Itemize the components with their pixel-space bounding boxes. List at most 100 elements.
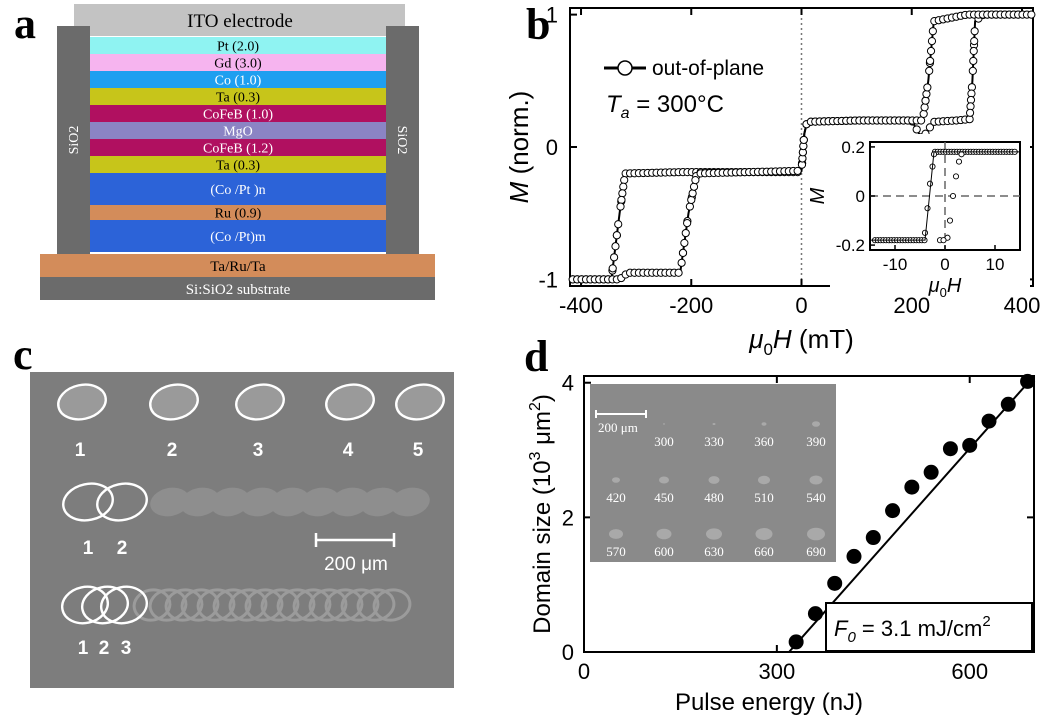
x-axis-label: Pulse energy (nJ) xyxy=(675,689,863,716)
data-point xyxy=(926,67,933,74)
data-point xyxy=(613,232,620,239)
inset-point xyxy=(941,238,946,243)
data-point xyxy=(686,203,693,210)
data-point xyxy=(620,183,627,190)
layer-label-3: Ta (0.3) xyxy=(216,91,260,106)
inset-energy-label-7: 510 xyxy=(754,490,774,505)
row1-label-3: 4 xyxy=(343,440,354,461)
layer-label-8: (Co /Pt )n xyxy=(210,183,265,198)
inset-energy-label-1: 330 xyxy=(704,434,724,449)
inset-point xyxy=(953,174,958,179)
image-background xyxy=(30,372,454,688)
layer-label-1: Gd (3.0) xyxy=(214,57,262,72)
layer-label-5: MgO xyxy=(223,125,253,140)
row2-label-1: 2 xyxy=(117,538,128,559)
inset-energy-label-4: 420 xyxy=(606,490,626,505)
inset-point xyxy=(925,206,930,211)
sio2-right-label: SiO2 xyxy=(394,126,409,155)
data-point xyxy=(962,438,977,453)
inset-x-tick-label: -10 xyxy=(883,255,908,274)
y-tick-label: 4 xyxy=(562,371,574,396)
inset-energy-label-3: 390 xyxy=(806,434,826,449)
data-point xyxy=(970,47,977,54)
data-point xyxy=(675,269,682,276)
x-tick-label: 200 xyxy=(893,293,930,318)
inset-domain xyxy=(663,423,665,424)
inset-x-tick-label: 0 xyxy=(940,255,949,274)
data-point xyxy=(689,190,696,197)
data-point xyxy=(923,90,930,97)
data-point xyxy=(927,57,934,64)
data-point xyxy=(609,265,616,272)
inset-energy-label-13: 690 xyxy=(806,544,826,559)
data-point xyxy=(929,28,936,35)
inset-domain xyxy=(659,477,669,484)
inset-energy-label-0: 300 xyxy=(654,434,674,449)
data-point xyxy=(800,136,807,143)
inset-x-tick-label: 10 xyxy=(986,255,1005,274)
data-point xyxy=(610,254,617,261)
row1-label-2: 3 xyxy=(253,440,264,461)
inset-domain xyxy=(810,475,823,484)
data-point xyxy=(692,176,699,183)
data-point xyxy=(922,97,929,104)
data-point xyxy=(969,67,976,74)
row1-label-0: 1 xyxy=(75,440,86,461)
inset-domain xyxy=(706,528,722,539)
inset-domain xyxy=(709,476,720,484)
data-point xyxy=(619,190,626,197)
data-point xyxy=(866,530,881,545)
panel-label-c: c xyxy=(13,333,33,377)
data-point xyxy=(684,220,691,227)
domain-image: 1 2 3 4 51 2200 μm1 2 3 xyxy=(30,372,454,688)
inset-point xyxy=(947,218,952,223)
x-tick-label: 400 xyxy=(1004,293,1041,318)
row3-label-0: 1 xyxy=(78,638,89,659)
sio2-left-label: SiO2 xyxy=(67,126,82,155)
data-point xyxy=(970,57,977,64)
layer-stack-diagram: ITO electrode SiO2 SiO2 Pt (2.0) Gd (3.0) Co … xyxy=(0,0,450,310)
inset-energy-label-8: 540 xyxy=(806,490,826,505)
x-tick-label: 300 xyxy=(758,659,795,684)
inset-domain xyxy=(756,528,773,540)
data-point xyxy=(885,503,900,518)
ito-label: ITO electrode xyxy=(187,11,293,32)
inset-energy-label-12: 660 xyxy=(754,544,774,559)
data-point xyxy=(924,84,931,91)
buffer-label: Ta/Ru/Ta xyxy=(210,259,266,275)
x-tick-label: -200 xyxy=(669,293,713,318)
legend-label: out-of-plane xyxy=(652,57,764,80)
layer-label-7: Ta (0.3) xyxy=(216,159,260,174)
data-point xyxy=(971,28,978,35)
data-point xyxy=(789,634,804,649)
inset-point xyxy=(927,181,932,186)
inset-domain xyxy=(657,529,672,540)
layer-label-6: CoFeB (1.2) xyxy=(203,142,273,157)
data-point xyxy=(913,126,920,133)
inset-domain xyxy=(612,477,620,483)
y-axis-label: M (norm.) xyxy=(504,91,534,204)
data-point xyxy=(971,37,978,44)
annealing-annotation: Ta = 300°C xyxy=(606,91,724,122)
inset-domain xyxy=(807,528,825,541)
x-tick-label: 600 xyxy=(951,659,988,684)
data-point xyxy=(827,576,842,591)
y-tick-label: 1 xyxy=(546,3,558,28)
inset-energy-label-2: 360 xyxy=(754,434,774,449)
data-point xyxy=(904,480,919,495)
inset-energy-label-9: 570 xyxy=(606,544,626,559)
data-point xyxy=(690,183,697,190)
row3-label-1: 2 xyxy=(99,638,110,659)
inset-domain xyxy=(812,421,820,427)
data-point xyxy=(678,259,685,266)
row3-label-2: 3 xyxy=(121,638,132,659)
data-point xyxy=(618,196,625,203)
data-point xyxy=(943,441,958,456)
layer-label-4: CoFeB (1.0) xyxy=(203,108,273,123)
data-point xyxy=(924,465,939,480)
data-point xyxy=(617,203,624,210)
data-point xyxy=(982,414,997,429)
inset-y-tick-label: -0.2 xyxy=(836,236,865,255)
